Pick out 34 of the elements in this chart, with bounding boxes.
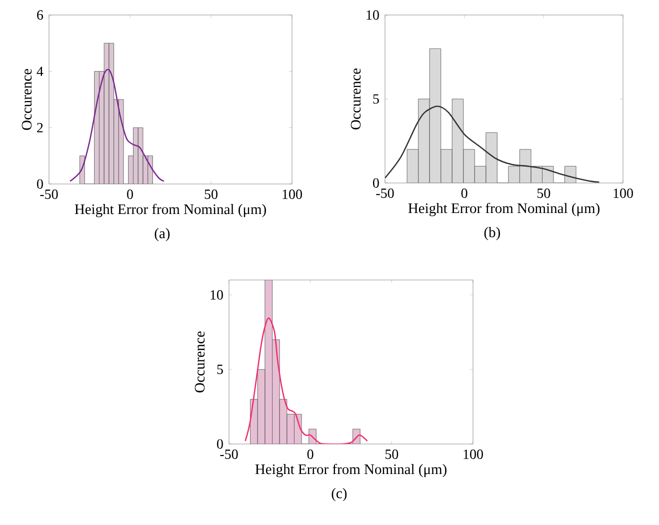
x-axis-title: Height Error from Nominal (μm) (408, 202, 600, 216)
x-tick-label: 0 (461, 188, 468, 198)
x-tick-label: 50 (385, 450, 398, 459)
text: (b) (484, 227, 500, 240)
y-tick-label: 10 (366, 10, 379, 20)
y-tick-label: 10 (210, 290, 223, 300)
text: (a) (154, 228, 170, 242)
x-tick-label: -50 (40, 190, 58, 199)
y-axis-title: Occurence (22, 69, 32, 130)
line-series (69, 69, 165, 182)
x-tick-label: -50 (220, 450, 238, 459)
y-axis-title: Occurence (350, 68, 361, 130)
line-series (244, 317, 368, 444)
y-tick-label: 4 (36, 66, 44, 76)
x-tick-label: 50 (537, 188, 550, 198)
line-series (385, 106, 600, 183)
y-axis-title: Occurence (194, 332, 205, 392)
y-tick-label: 6 (37, 10, 44, 20)
x-axis-title: Height Error from Nominal (μm) (74, 204, 266, 218)
x-tick-label: 50 (204, 190, 218, 199)
y-tick-label: 0 (373, 178, 379, 188)
x-tick-label: -50 (376, 188, 394, 198)
x-tick-label: 100 (282, 190, 302, 199)
text: (c) (332, 488, 347, 502)
y-tick-label: 5 (373, 94, 379, 104)
x-tick-label: 0 (307, 450, 314, 459)
x-tick-label: 0 (127, 190, 133, 199)
y-tick-label: 0 (37, 179, 43, 189)
y-tick-label: 5 (217, 364, 223, 374)
x-tick-label: 100 (464, 450, 483, 459)
y-tick-label: 0 (217, 439, 223, 449)
x-tick-label: 100 (614, 188, 633, 198)
y-tick-label: 2 (37, 123, 43, 132)
x-axis-title: Height Error from Nominal (μm) (255, 464, 446, 478)
